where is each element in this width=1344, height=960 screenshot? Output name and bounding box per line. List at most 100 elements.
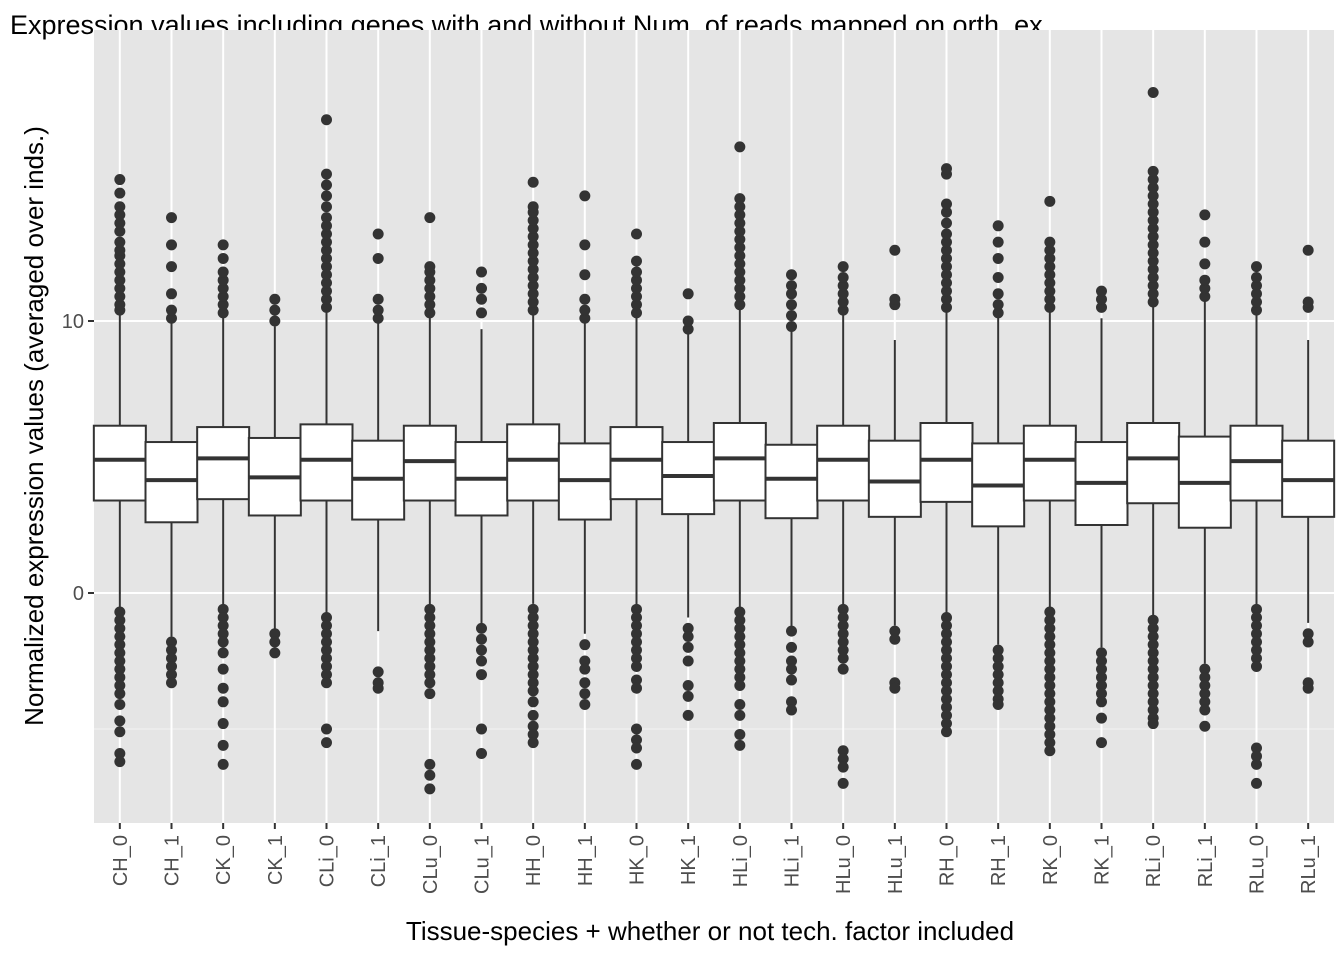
outlier-point — [424, 307, 436, 319]
outlier-point — [992, 307, 1004, 319]
outlier-point — [321, 285, 332, 297]
outlier-point — [1096, 293, 1107, 305]
iqr-box — [299, 423, 354, 502]
outlier-point — [786, 299, 797, 311]
box-CLu_1 — [454, 266, 509, 759]
outlier-point — [1147, 679, 1159, 691]
outlier-point — [1147, 271, 1159, 283]
outlier-point — [579, 239, 591, 251]
outlier-point — [682, 315, 694, 327]
outlier-point — [114, 715, 126, 727]
outlier-point — [1251, 304, 1262, 316]
outlier-point — [269, 647, 281, 659]
outlier-point — [114, 663, 126, 675]
boxes — [92, 87, 1336, 795]
outlier-point — [837, 761, 849, 773]
outlier-point — [527, 176, 539, 188]
outlier-point — [734, 141, 746, 153]
outlier-point — [1302, 682, 1314, 694]
outlier-point — [114, 225, 126, 237]
x-tick-label: HK_1 — [678, 835, 700, 885]
outlier-point — [321, 236, 332, 248]
iqr-box — [1229, 424, 1284, 502]
outlier-point — [941, 236, 952, 248]
outlier-point — [321, 228, 332, 240]
outlier-point — [321, 636, 332, 648]
outlier-point — [941, 206, 952, 218]
outlier-point — [321, 723, 332, 735]
outlier-point — [941, 285, 952, 297]
box-CH_1 — [144, 212, 199, 689]
outlier-point — [476, 655, 487, 667]
outlier-point — [786, 674, 797, 686]
outlier-point — [321, 293, 332, 305]
outlier-point — [1199, 274, 1211, 286]
outlier-point — [1251, 288, 1262, 300]
outlier-point — [424, 628, 436, 640]
outlier-point — [992, 271, 1004, 283]
outlier-point — [424, 261, 436, 273]
outlier-point — [321, 190, 332, 202]
outlier-point — [217, 611, 229, 623]
box-RLi_1 — [1177, 209, 1232, 732]
outlier-point — [217, 647, 229, 659]
outlier-point — [786, 655, 797, 667]
outlier-point — [941, 217, 952, 229]
outlier-point — [1251, 652, 1262, 664]
outlier-point — [269, 636, 281, 648]
x-tick-label: RK_1 — [1092, 835, 1114, 885]
outlier-point — [114, 606, 126, 618]
outlier-point — [631, 674, 642, 686]
iqr-box — [92, 424, 147, 502]
x-tick-label: RLu_1 — [1298, 835, 1320, 894]
outlier-point — [837, 753, 849, 765]
outlier-point — [837, 611, 849, 623]
outlier-point — [941, 685, 952, 697]
iqr-box — [867, 439, 922, 518]
outlier-point — [321, 201, 332, 213]
iqr-box — [1022, 424, 1077, 502]
outlier-point — [631, 652, 642, 664]
outlier-point — [217, 603, 229, 615]
outlier-point — [166, 636, 177, 648]
iqr-box — [402, 424, 457, 502]
outlier-point — [424, 669, 436, 681]
outlier-point — [1147, 239, 1159, 251]
outlier-point — [114, 258, 126, 270]
outlier-point — [1147, 280, 1159, 292]
outlier-point — [527, 271, 539, 283]
outlier-point — [1251, 628, 1262, 640]
outlier-point — [476, 644, 487, 656]
outlier-point — [1251, 758, 1262, 770]
outlier-point — [114, 244, 126, 256]
outlier-point — [1147, 231, 1159, 243]
outlier-point — [734, 258, 746, 270]
outlier-point — [1044, 614, 1056, 626]
x-tick-label: RK_0 — [1040, 835, 1062, 885]
outlier-point — [837, 663, 849, 675]
box-RH_0 — [919, 163, 974, 738]
outlier-point — [1044, 647, 1056, 659]
x-tick-label: RH_1 — [988, 835, 1010, 886]
outlier-point — [527, 214, 539, 226]
outlier-point — [1199, 720, 1211, 732]
outlier-point — [734, 631, 746, 643]
outlier-point — [579, 190, 591, 202]
iqr-box — [609, 426, 664, 501]
outlier-point — [1199, 696, 1211, 708]
outlier-point — [476, 747, 487, 759]
outlier-point — [1096, 712, 1107, 724]
outlier-point — [1147, 688, 1159, 700]
outlier-point — [1044, 236, 1056, 248]
outlier-point — [1199, 704, 1211, 716]
outlier-point — [579, 269, 591, 281]
outlier-point — [837, 644, 849, 656]
outlier-point — [217, 266, 229, 278]
outlier-point — [114, 647, 126, 659]
outlier-point — [631, 266, 642, 278]
outlier-point — [424, 688, 436, 700]
outlier-point — [1044, 285, 1056, 297]
outlier-point — [837, 628, 849, 640]
box-CLu_0 — [402, 212, 457, 795]
outlier-point — [682, 709, 694, 721]
